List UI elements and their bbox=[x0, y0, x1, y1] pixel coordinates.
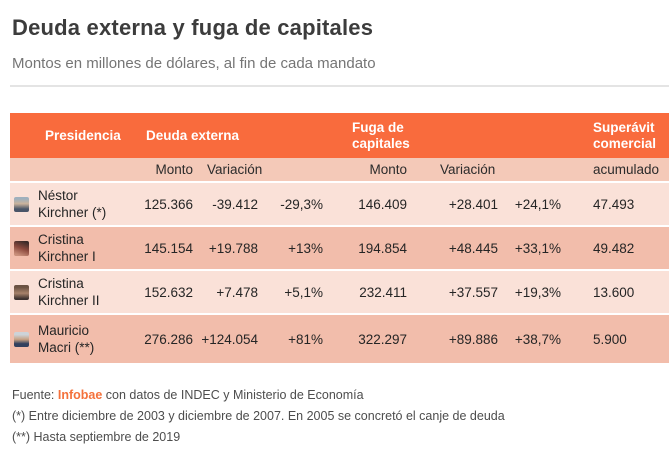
fuga-variacion-value: +89.886 bbox=[448, 331, 498, 347]
deuda-variacion-pct: +81% bbox=[288, 331, 323, 347]
deuda-variacion-value: +19.788 bbox=[208, 240, 258, 256]
subheader-superavit-acumulado: acumulado bbox=[593, 162, 660, 177]
fuga-monto-value: 232.411 bbox=[359, 284, 407, 300]
superavit-value: 5.900 bbox=[593, 331, 627, 347]
table-row-cristina-kirchner-2: Cristina Kirchner II 152.632 +7.478 +5,1… bbox=[10, 271, 669, 315]
fuga-variacion-pct: +19,3% bbox=[514, 284, 561, 300]
subheader-fuga-monto: Monto bbox=[369, 162, 407, 177]
source-line: Fuente: Infobae con datos de INDEC y Min… bbox=[12, 388, 364, 402]
footnote-1: (*) Entre diciembre de 2003 y diciembre … bbox=[12, 409, 505, 423]
deuda-monto-value: 152.632 bbox=[144, 284, 193, 300]
table-row-cristina-kirchner-1: Cristina Kirchner I 145.154 +19.788 +13%… bbox=[10, 227, 669, 271]
col-header-superavit-comercial: Superávit comercial bbox=[593, 119, 657, 151]
page-subtitle: Montos en millones de dólares, al fin de… bbox=[12, 55, 376, 72]
deuda-variacion-value: -39.412 bbox=[212, 196, 258, 212]
deuda-variacion-value: +7.478 bbox=[216, 284, 258, 300]
table-row-mauricio-macri: Mauricio Macri (**) 276.286 +124.054 +81… bbox=[10, 315, 669, 363]
fuga-variacion-value: +37.557 bbox=[448, 284, 498, 300]
page-title: Deuda externa y fuga de capitales bbox=[12, 15, 374, 40]
subheader-deuda-monto: Monto bbox=[155, 162, 193, 177]
fuga-monto-value: 146.409 bbox=[358, 196, 407, 212]
deuda-variacion-value: +124.054 bbox=[201, 331, 258, 347]
col-header-deuda-externa: Deuda externa bbox=[146, 128, 240, 143]
fuga-variacion-pct: +33,1% bbox=[514, 240, 561, 256]
fuga-variacion-value: +48.445 bbox=[448, 240, 498, 256]
cristina-kirchner-1-photo bbox=[14, 240, 29, 256]
deuda-monto-value: 125.366 bbox=[144, 196, 193, 212]
fuga-variacion-value: +28.401 bbox=[448, 196, 498, 212]
table-header-row: Presidencia Deuda externa Fuga de capita… bbox=[10, 113, 669, 158]
table-subheader-row: Monto Variación Monto Variación acumulad… bbox=[10, 158, 669, 183]
superavit-value: 47.493 bbox=[593, 196, 635, 212]
fuga-monto-value: 322.297 bbox=[358, 331, 407, 347]
subheader-deuda-variacion: Variación bbox=[207, 162, 263, 177]
president-name: Cristina Kirchner I bbox=[38, 232, 96, 264]
president-name: Néstor Kirchner (*) bbox=[38, 188, 107, 220]
president-cell: Néstor Kirchner (*) bbox=[10, 187, 140, 221]
president-cell: Mauricio Macri (**) bbox=[10, 322, 140, 356]
table-footer: Fuente: Infobae con datos de INDEC y Min… bbox=[12, 385, 669, 448]
col-header-presidencia: Presidencia bbox=[45, 128, 121, 143]
deuda-monto-value: 145.154 bbox=[144, 240, 193, 256]
deuda-variacion-pct: +5,1% bbox=[284, 284, 323, 300]
fuga-variacion-pct: +38,7% bbox=[514, 331, 561, 347]
nestor-kirchner-photo bbox=[14, 196, 29, 212]
col-header-fuga-capitales: Fuga de capitales bbox=[352, 119, 410, 151]
infographic-page: Deuda externa y fuga de capitales Montos… bbox=[0, 15, 669, 464]
debt-table: Presidencia Deuda externa Fuga de capita… bbox=[10, 113, 669, 363]
superavit-value: 13.600 bbox=[593, 284, 635, 300]
divider bbox=[10, 85, 669, 87]
fuga-variacion-pct: +24,1% bbox=[514, 196, 561, 212]
footnote-2: (**) Hasta septiembre de 2019 bbox=[12, 430, 181, 444]
superavit-value: 49.482 bbox=[593, 240, 635, 256]
subheader-fuga-variacion: Variación bbox=[440, 162, 496, 177]
fuga-monto-value: 194.854 bbox=[358, 240, 407, 256]
infobae-link[interactable]: Infobae bbox=[57, 388, 103, 402]
president-cell: Cristina Kirchner I bbox=[10, 231, 140, 265]
cristina-kirchner-2-photo bbox=[14, 284, 29, 300]
president-name: Mauricio Macri (**) bbox=[38, 323, 95, 355]
president-name: Cristina Kirchner II bbox=[38, 276, 100, 308]
table-row-nestor-kirchner: Néstor Kirchner (*) 125.366 -39.412 -29,… bbox=[10, 183, 669, 227]
mauricio-macri-photo bbox=[14, 331, 29, 347]
deuda-variacion-pct: -29,3% bbox=[280, 196, 323, 212]
deuda-monto-value: 276.286 bbox=[144, 331, 193, 347]
deuda-variacion-pct: +13% bbox=[288, 240, 323, 256]
president-cell: Cristina Kirchner II bbox=[10, 275, 140, 309]
